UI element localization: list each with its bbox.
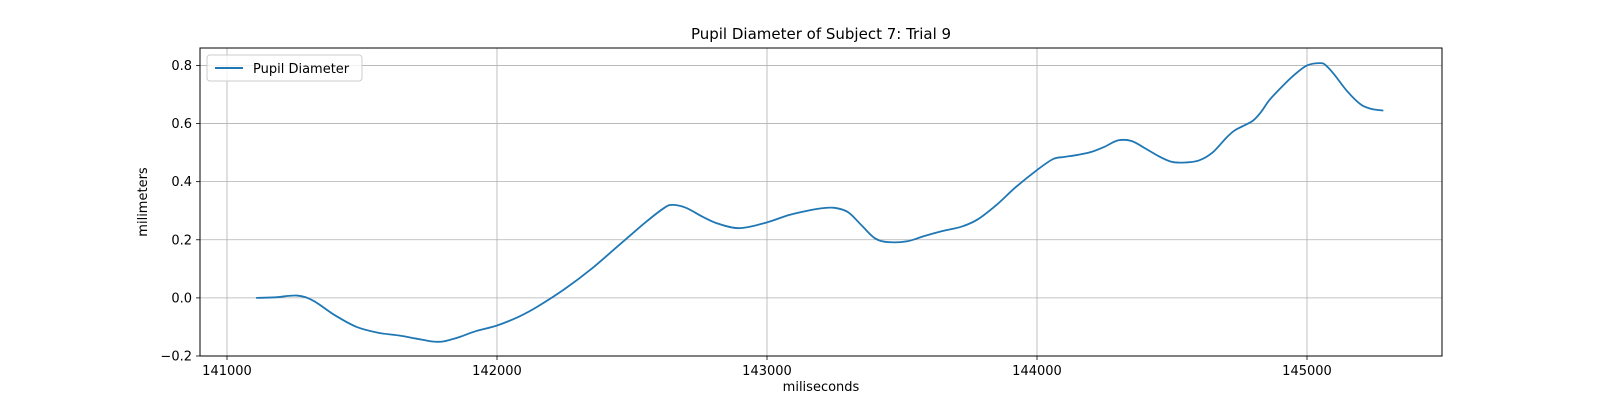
x-tick-label: 141000 [202, 364, 252, 379]
legend-box [206, 54, 363, 82]
x-axis-label: miliseconds [783, 380, 860, 395]
y-tick-label: −0.2 [160, 350, 192, 365]
y-tick-label: 0.6 [171, 117, 192, 132]
x-tick-label: 143000 [742, 364, 792, 379]
chart-title: Pupil Diameter of Subject 7: Trial 9 [691, 25, 951, 43]
y-tick-label: 0.2 [171, 233, 192, 248]
y-tick-label: 0.4 [171, 175, 192, 190]
x-tick-label: 144000 [1012, 364, 1062, 379]
y-tick-label: 0.0 [171, 291, 192, 306]
legend: Pupil Diameter [206, 54, 363, 82]
axis-ticks: 141000 142000 143000 144000 145000 −0.2 0.0 0.2… [160, 59, 1331, 379]
y-axis-label: milimeters [136, 167, 151, 237]
grid-lines [200, 48, 1442, 357]
plot-frame [199, 47, 1443, 357]
legend-entry-label: Pupil Diameter [253, 62, 350, 77]
y-tick-label: 0.8 [171, 59, 192, 74]
series-layer [255, 62, 1384, 343]
series-line-pupil-diameter [255, 62, 1384, 343]
x-tick-label: 145000 [1282, 364, 1332, 379]
x-tick-label: 142000 [472, 364, 522, 379]
